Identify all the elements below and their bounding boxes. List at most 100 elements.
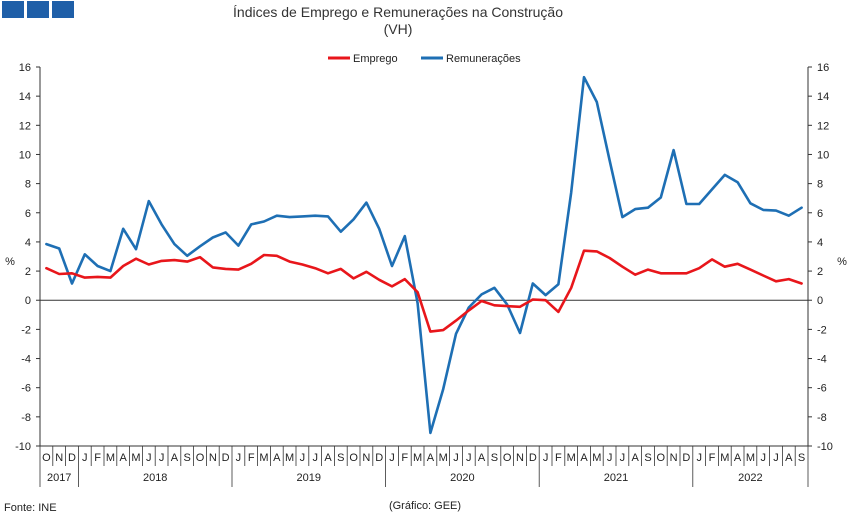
x-month-label: F xyxy=(709,452,716,464)
x-month-label: S xyxy=(798,452,805,464)
x-month-label: M xyxy=(131,452,140,464)
x-month-label: M xyxy=(592,452,601,464)
x-month-label: S xyxy=(491,452,498,464)
logo-icon xyxy=(2,1,74,18)
y-tick-label-right: -10 xyxy=(817,441,833,453)
chart-subtitle: (VH) xyxy=(384,21,413,37)
x-month-label: J xyxy=(389,452,395,464)
x-month-label: J xyxy=(312,452,318,464)
x-month-label: N xyxy=(209,452,217,464)
x-month-label: A xyxy=(580,452,588,464)
series-lines xyxy=(45,75,803,435)
y-tick-label-left: 2 xyxy=(25,266,31,278)
y-tick-label-right: 10 xyxy=(817,149,829,161)
x-month-label: D xyxy=(682,452,690,464)
y-tick-label-right: -8 xyxy=(817,412,827,424)
x-month-label: D xyxy=(222,452,230,464)
x-month-label: F xyxy=(94,452,101,464)
x-month-label: J xyxy=(300,452,306,464)
y-tick-label-left: -2 xyxy=(21,324,31,336)
y-tick-label-right: 6 xyxy=(817,208,823,220)
x-month-label: N xyxy=(55,452,63,464)
x-month-label: N xyxy=(362,452,370,464)
x-month-label: F xyxy=(555,452,562,464)
x-year-label: 2018 xyxy=(143,472,167,484)
x-month-label: M xyxy=(567,452,576,464)
y-tick-label-right: 12 xyxy=(817,120,829,132)
x-month-label: M xyxy=(106,452,115,464)
x-month-label: A xyxy=(273,452,281,464)
x-month-label: O xyxy=(503,452,512,464)
y-tick-label-right: -6 xyxy=(817,383,827,395)
axes: 16 16 14 14 12 12 10 10 8 8 6 6 4 4 2 2 0 0 -2 -2 -4 -4 -6 -6 -8… xyxy=(15,62,833,453)
x-month-label: J xyxy=(159,452,165,464)
x-month-label: J xyxy=(453,452,459,464)
y-tick-label-left: 16 xyxy=(19,62,31,74)
x-month-label: M xyxy=(259,452,268,464)
x-year-label: 2020 xyxy=(450,472,474,484)
y-axis-label-right: % xyxy=(837,256,847,268)
x-month-label: D xyxy=(375,452,383,464)
y-tick-label-right: 4 xyxy=(817,237,823,249)
x-month-label: J xyxy=(696,452,702,464)
x-month-label: D xyxy=(529,452,537,464)
series-line-remuneracoes xyxy=(45,75,803,435)
y-tick-label-right: 8 xyxy=(817,179,823,191)
x-month-label: A xyxy=(478,452,486,464)
x-month-label: S xyxy=(184,452,191,464)
y-tick-label-right: 2 xyxy=(817,266,823,278)
y-tick-label-left: 8 xyxy=(25,179,31,191)
x-month-label: N xyxy=(516,452,524,464)
x-year-label: 2021 xyxy=(604,472,628,484)
y-tick-label-right: -4 xyxy=(817,354,827,366)
x-month-label: S xyxy=(644,452,651,464)
x-year-label: 2022 xyxy=(738,472,762,484)
y-tick-label-left: 10 xyxy=(19,149,31,161)
x-month-label: F xyxy=(248,452,255,464)
x-month-label: A xyxy=(171,452,179,464)
x-month-label: J xyxy=(543,452,549,464)
x-month-label: M xyxy=(439,452,448,464)
x-month-label: A xyxy=(632,452,640,464)
x-month-label: J xyxy=(620,452,626,464)
y-tick-label-left: -6 xyxy=(21,383,31,395)
x-month-label: J xyxy=(146,452,152,464)
y-tick-label-right: 14 xyxy=(817,91,829,103)
x-month-label: M xyxy=(285,452,294,464)
x-month-label: D xyxy=(68,452,76,464)
y-tick-label-right: 0 xyxy=(817,295,823,307)
x-month-label: N xyxy=(670,452,678,464)
y-tick-label-left: 0 xyxy=(25,295,31,307)
legend-label-remuneracoes: Remunerações xyxy=(446,53,521,65)
x-year-label: 2019 xyxy=(297,472,321,484)
x-month-label: J xyxy=(760,452,766,464)
x-month-label: J xyxy=(607,452,613,464)
credit-note: (Gráfico: GEE) xyxy=(389,500,461,512)
x-month-label: O xyxy=(42,452,51,464)
x-month-label: A xyxy=(734,452,742,464)
y-tick-label-right: -2 xyxy=(817,324,827,336)
y-tick-label-left: 4 xyxy=(25,237,31,249)
x-month-label: M xyxy=(746,452,755,464)
y-tick-label-left: 14 xyxy=(19,91,31,103)
x-month-label: S xyxy=(337,452,344,464)
legend-label-emprego: Emprego xyxy=(353,53,398,65)
y-tick-label-left: 12 xyxy=(19,120,31,132)
x-month-label: J xyxy=(236,452,242,464)
x-month-label: O xyxy=(349,452,358,464)
x-month-label: J xyxy=(82,452,88,464)
y-tick-label-left: -8 xyxy=(21,412,31,424)
x-month-label: J xyxy=(773,452,779,464)
x-year-label: 2017 xyxy=(47,472,71,484)
x-month-label: J xyxy=(466,452,472,464)
x-month-label: O xyxy=(196,452,205,464)
x-month-label: F xyxy=(401,452,408,464)
x-month-label: M xyxy=(413,452,422,464)
x-month-label: M xyxy=(720,452,729,464)
y-tick-label-left: -10 xyxy=(15,441,31,453)
y-axis-label-left: % xyxy=(5,256,15,268)
y-tick-label-left: 6 xyxy=(25,208,31,220)
x-month-label: A xyxy=(324,452,332,464)
